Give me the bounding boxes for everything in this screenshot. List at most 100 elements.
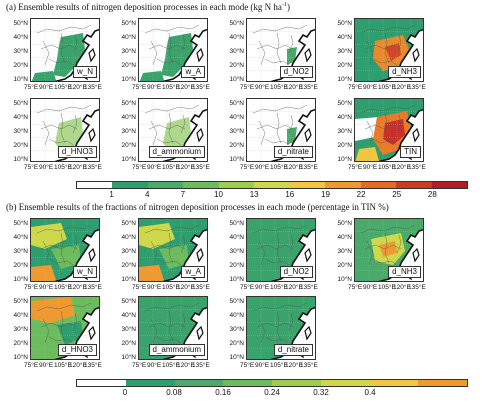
latitude-tick-label: 20°N (337, 142, 352, 149)
longitude-tick-label: 105°E (54, 164, 72, 171)
latitude-tick-label: 10°N (229, 276, 244, 283)
colorbar-tick-label: 0.08 (166, 388, 182, 397)
longitude-tick-label: 105°E (54, 362, 72, 369)
colorbar-tick-label: 0.24 (264, 388, 280, 397)
latitude-tick-label: 10°N (337, 76, 352, 83)
longitude-tick-label: 75°E (240, 164, 255, 171)
colorbar-a (76, 181, 468, 189)
colorbar-segment (325, 182, 361, 188)
latitude-tick-label: 10°N (121, 276, 136, 283)
longitude-tick-label: 75°E (24, 164, 39, 171)
colorbar-segment (360, 182, 397, 188)
map-panel-b-d_NO2: d_NO2 (246, 218, 316, 282)
colorbar-segment (174, 380, 224, 386)
latitude-tick-label: 50°N (121, 298, 136, 305)
latitude-tick-label: 10°N (229, 156, 244, 163)
longitude-tick-label: 105°E (270, 84, 288, 91)
longitude-tick-label: 135°E (408, 164, 426, 171)
colorbar-tick-label: 25 (392, 190, 402, 199)
longitude-tick-label: 90°E (255, 284, 270, 291)
longitude-tick-label: 135°E (300, 84, 318, 91)
panel-label: d_NH3 (388, 66, 421, 78)
map-panel-a-d_NH3: d_NH3 (354, 18, 424, 82)
panel-label: d_ammonium (148, 344, 205, 356)
longitude-tick-label: 120°E (285, 84, 303, 91)
latitude-tick-label: 20°N (229, 340, 244, 347)
latitude-tick-label: 40°N (337, 114, 352, 121)
colorbar-segment (125, 380, 175, 386)
longitude-tick-label: 75°E (240, 84, 255, 91)
longitude-tick-label: 105°E (270, 362, 288, 369)
colorbar-segment (396, 182, 432, 188)
longitude-tick-label: 90°E (147, 284, 162, 291)
colorbar-tick-label: 0.4 (364, 388, 376, 397)
latitude-tick-label: 20°N (229, 262, 244, 269)
latitude-tick-label: 50°N (229, 20, 244, 27)
latitude-tick-label: 30°N (121, 48, 136, 55)
longitude-tick-label: 90°E (363, 84, 378, 91)
longitude-tick-label: 75°E (132, 362, 147, 369)
longitude-tick-label: 75°E (24, 84, 39, 91)
colorbar-segment (431, 182, 467, 188)
latitude-tick-label: 20°N (13, 142, 28, 149)
colorbar-segment (77, 182, 113, 188)
colorbar-tick-label: 0.16 (215, 388, 231, 397)
latitude-tick-label: 30°N (337, 248, 352, 255)
panel-label: d_nitrate (273, 344, 313, 356)
latitude-tick-label: 40°N (121, 34, 136, 41)
longitude-tick-label: 120°E (69, 164, 87, 171)
map-panel-a-TIN: TIN (354, 98, 424, 162)
latitude-tick-label: 40°N (337, 234, 352, 241)
latitude-tick-label: 20°N (337, 262, 352, 269)
longitude-tick-label: 120°E (69, 362, 87, 369)
longitude-tick-label: 120°E (69, 84, 87, 91)
latitude-tick-label: 40°N (13, 234, 28, 241)
latitude-tick-label: 10°N (13, 276, 28, 283)
panel-label: d_NO2 (279, 66, 313, 78)
map-panel-a-d_ammonium: d_ammonium (138, 98, 208, 162)
colorbar-segment (77, 380, 126, 386)
latitude-tick-label: 40°N (121, 312, 136, 319)
panel-label: d_HNO3 (57, 344, 97, 356)
longitude-tick-label: 105°E (378, 284, 396, 291)
latitude-tick-label: 50°N (121, 100, 136, 107)
longitude-tick-label: 135°E (408, 284, 426, 291)
longitude-tick-label: 120°E (285, 164, 303, 171)
colorbar-b (76, 379, 468, 387)
colorbar-segment (418, 380, 467, 386)
latitude-tick-label: 50°N (337, 100, 352, 107)
colorbar-tick-label: 10 (214, 190, 223, 199)
longitude-tick-label: 135°E (84, 362, 102, 369)
latitude-tick-label: 30°N (13, 326, 28, 333)
latitude-tick-label: 40°N (229, 34, 244, 41)
latitude-tick-label: 20°N (121, 262, 136, 269)
longitude-tick-label: 135°E (192, 362, 210, 369)
longitude-tick-label: 105°E (162, 284, 180, 291)
colorbar-segment (254, 182, 290, 188)
latitude-tick-label: 40°N (13, 114, 28, 121)
longitude-tick-label: 105°E (162, 164, 180, 171)
longitude-tick-label: 90°E (39, 84, 54, 91)
map-panel-a-w_N: w_N (30, 18, 100, 82)
latitude-tick-label: 10°N (13, 354, 28, 361)
longitude-tick-label: 120°E (177, 362, 195, 369)
latitude-tick-label: 40°N (121, 234, 136, 241)
latitude-tick-label: 40°N (229, 114, 244, 121)
latitude-tick-label: 30°N (13, 248, 28, 255)
longitude-tick-label: 90°E (255, 362, 270, 369)
panel-label: d_nitrate (273, 146, 313, 158)
latitude-tick-label: 20°N (13, 340, 28, 347)
longitude-tick-label: 90°E (147, 84, 162, 91)
panel-label: TIN (400, 146, 421, 158)
colorbar-tick-label: 19 (321, 190, 330, 199)
map-panel-a-d_nitrate: d_nitrate (246, 98, 316, 162)
latitude-tick-label: 30°N (13, 128, 28, 135)
latitude-tick-label: 40°N (229, 234, 244, 241)
longitude-tick-label: 75°E (348, 284, 363, 291)
colorbar-segment (147, 182, 184, 188)
colorbar-segment (272, 380, 321, 386)
longitude-tick-label: 120°E (177, 84, 195, 91)
longitude-tick-label: 90°E (39, 362, 54, 369)
longitude-tick-label: 120°E (177, 164, 195, 171)
longitude-tick-label: 135°E (192, 84, 210, 91)
